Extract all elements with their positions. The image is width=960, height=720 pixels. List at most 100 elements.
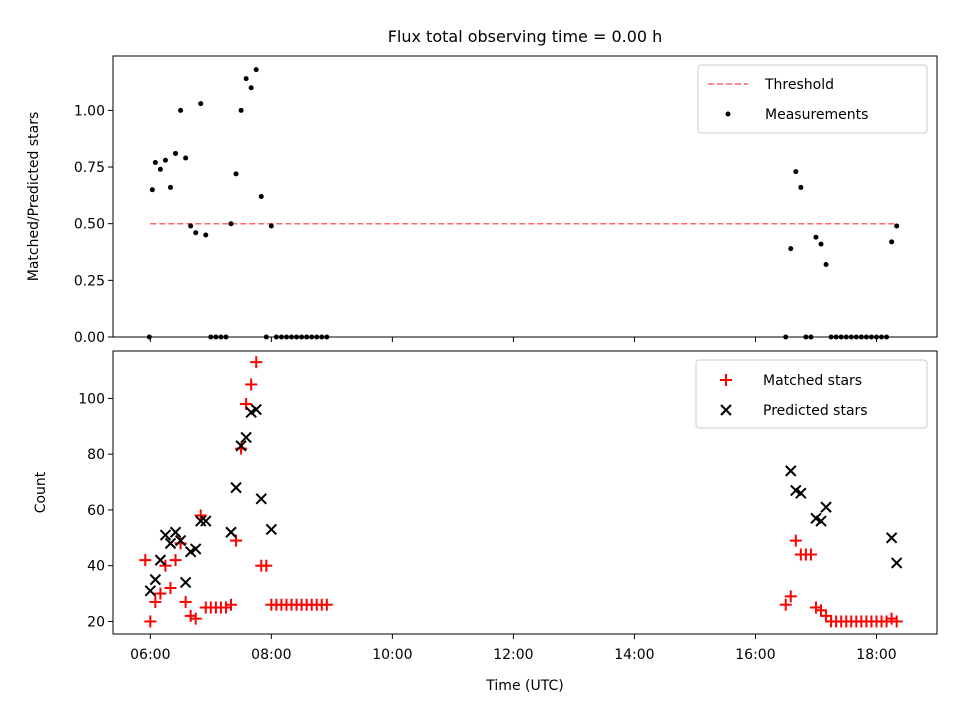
- matched-star-point: [250, 356, 263, 369]
- measurement-point: [793, 169, 799, 175]
- x-tick-label: 06:00: [130, 647, 170, 663]
- matched-star-point: [144, 615, 157, 628]
- measurement-point: [818, 241, 824, 247]
- predicted-star-point: [200, 515, 212, 527]
- x-tick-label: 16:00: [735, 647, 775, 663]
- measurement-point: [268, 223, 274, 229]
- bottom-plot-area: 20 40 60 80 100 06:00 08:00 10:00 12:00 14:00 16:0…: [78, 356, 903, 663]
- top-y-tick-label: 0.25: [74, 273, 105, 289]
- predicted-star-point: [164, 537, 177, 550]
- measurement-point: [243, 76, 249, 82]
- matched-star-point: [245, 378, 258, 391]
- predicted-star-point: [265, 523, 278, 536]
- top-y-tick-label: 0.00: [74, 330, 105, 346]
- measurement-point: [233, 171, 239, 177]
- matched-star-point: [139, 554, 152, 567]
- predicted-star-point: [169, 526, 182, 538]
- measurements-legend-swatch: [725, 111, 731, 117]
- matched-star-point: [779, 598, 792, 611]
- predicted-star-point: [890, 557, 903, 569]
- matched-star-point: [890, 615, 903, 628]
- measurements-legend-label: Measurements: [765, 107, 868, 123]
- predicted-star-point: [815, 515, 827, 527]
- measurement-point: [178, 107, 184, 113]
- measurement-point: [173, 150, 179, 156]
- measurement-point: [813, 234, 819, 240]
- x-tick-label: 10:00: [372, 647, 412, 663]
- predicted-star-point: [255, 493, 267, 505]
- measurement-point: [889, 239, 895, 245]
- measurement-point: [788, 246, 794, 252]
- predicted-star-point: [195, 515, 207, 527]
- matched-star-point: [154, 587, 167, 600]
- matched-star-point: [880, 615, 893, 628]
- bottom-y-tick-label: 20: [87, 614, 105, 630]
- measurement-point: [167, 184, 173, 190]
- matched-star-point: [809, 601, 822, 614]
- matched-legend-swatch: [720, 374, 732, 386]
- matched-star-point: [815, 604, 828, 617]
- matched-star-point: [189, 612, 202, 625]
- matched-star-point: [149, 595, 162, 608]
- top-axes-frame: [112, 55, 938, 338]
- predicted-legend-swatch: [720, 404, 732, 416]
- top-y-tick-label: 1.00: [74, 103, 105, 119]
- measurement-point: [198, 101, 204, 107]
- matched-star-point: [885, 612, 898, 625]
- top-panel: Flux total observing time = 0.00 h 0.00 0…: [26, 27, 938, 346]
- measurement-point: [188, 223, 194, 229]
- matched-legend-label: Matched stars: [763, 373, 862, 389]
- matched-star-point: [184, 609, 197, 622]
- measurement-point: [248, 85, 254, 91]
- measurement-point: [238, 107, 244, 113]
- predicted-star-point: [154, 554, 167, 566]
- matched-star-point: [179, 595, 192, 608]
- matched-star-point: [820, 609, 833, 622]
- predicted-star-point: [230, 481, 242, 494]
- matched-star-point: [194, 509, 207, 522]
- measurement-point: [228, 221, 234, 227]
- matched-star-point: [784, 590, 797, 603]
- x-tick-label: 14:00: [614, 647, 654, 663]
- bottom-y-tick-label: 40: [87, 559, 105, 575]
- measurement-point: [203, 232, 209, 238]
- measurement-point: [258, 194, 264, 199]
- x-tick-label: 12:00: [493, 647, 533, 663]
- bottom-axes-frame: [112, 350, 938, 635]
- predicted-legend-label: Predicted stars: [763, 403, 868, 419]
- predicted-star-point: [159, 529, 172, 541]
- matched-star-point: [159, 559, 172, 572]
- predicted-star-point: [785, 465, 797, 477]
- matched-star-point: [260, 559, 273, 572]
- measurement-point: [157, 166, 163, 172]
- predicted-star-point: [149, 573, 162, 586]
- measurement-point: [183, 155, 189, 161]
- predicted-star-point: [189, 543, 202, 555]
- measurement-point: [193, 230, 199, 236]
- measurement-point: [149, 187, 155, 193]
- threshold-legend-label: Threshold: [764, 77, 834, 93]
- bottom-panel: 20 40 60 80 100 06:00 08:00 10:00 12:00 14:00 16:0…: [33, 350, 938, 694]
- bottom-legend: Matched stars Predicted stars: [695, 359, 928, 429]
- measurement-point: [823, 261, 829, 267]
- bottom-legend-box: [695, 359, 928, 429]
- predicted-star-point: [225, 526, 237, 538]
- bottom-y-tick-label: 60: [87, 503, 105, 519]
- matched-star-point: [225, 598, 238, 611]
- bottom-y-tick-label: 80: [87, 447, 105, 463]
- matched-star-point: [789, 534, 802, 547]
- measurement-point: [162, 157, 168, 163]
- predicted-star-point: [885, 532, 898, 544]
- predicted-star-point: [250, 403, 262, 416]
- x-tick-label: 18:00: [856, 647, 896, 663]
- matched-star-point: [169, 554, 182, 567]
- matched-star-point: [164, 581, 177, 594]
- predicted-star-point: [174, 534, 187, 547]
- x-axis-label: Time (UTC): [485, 678, 563, 694]
- measurement-point: [253, 67, 259, 73]
- top-chart-title: Flux total observing time = 0.00 h: [388, 27, 663, 46]
- top-y-axis-label: Matched/Predicted stars: [26, 112, 42, 282]
- top-y-tick-label: 0.75: [74, 160, 105, 176]
- predicted-star-point: [235, 440, 247, 452]
